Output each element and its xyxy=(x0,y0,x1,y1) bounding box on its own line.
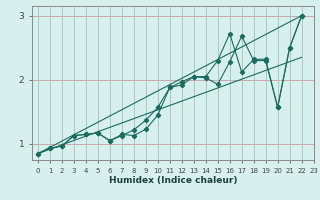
X-axis label: Humidex (Indice chaleur): Humidex (Indice chaleur) xyxy=(108,176,237,185)
